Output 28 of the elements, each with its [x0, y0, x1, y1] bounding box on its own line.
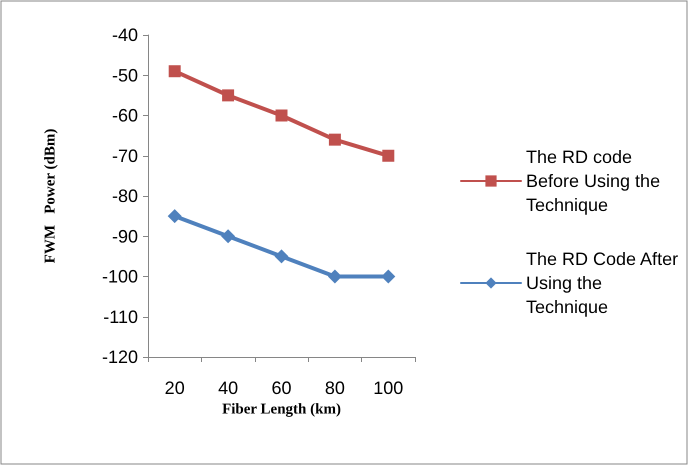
- y-tick-label: -50: [112, 65, 138, 86]
- y-tick-label: -100: [102, 266, 138, 286]
- point: [274, 249, 288, 264]
- x-tick-label: 20: [164, 378, 185, 398]
- x-axis-title: Fiber Length (km): [222, 402, 341, 418]
- point: [382, 150, 394, 162]
- legend-label: The RD code Before Using the Technique: [526, 147, 666, 215]
- point: [168, 65, 181, 78]
- y-tick-label: -70: [112, 146, 138, 166]
- point: [381, 270, 396, 284]
- x-tick-label: 60: [271, 378, 292, 398]
- x-tick-label: 100: [373, 378, 404, 398]
- y-tick-label: -40: [112, 25, 138, 45]
- point: [328, 270, 342, 284]
- y-tick-label: -120: [102, 347, 138, 367]
- legend-label: The RD Code After Using the Technique: [526, 249, 684, 317]
- point: [221, 229, 236, 244]
- y-tick-label: -60: [112, 106, 138, 126]
- point: [276, 110, 288, 122]
- y-axis-title: FWM Power (dBm): [42, 128, 58, 264]
- point: [168, 209, 182, 224]
- x-tick-label: 40: [218, 378, 238, 398]
- point: [328, 134, 341, 146]
- y-tick-label: -80: [112, 186, 138, 206]
- point: [222, 89, 234, 102]
- y-tick-label: -90: [112, 226, 138, 246]
- y-tick-label: -110: [103, 306, 138, 327]
- x-tick-label: 80: [324, 378, 345, 398]
